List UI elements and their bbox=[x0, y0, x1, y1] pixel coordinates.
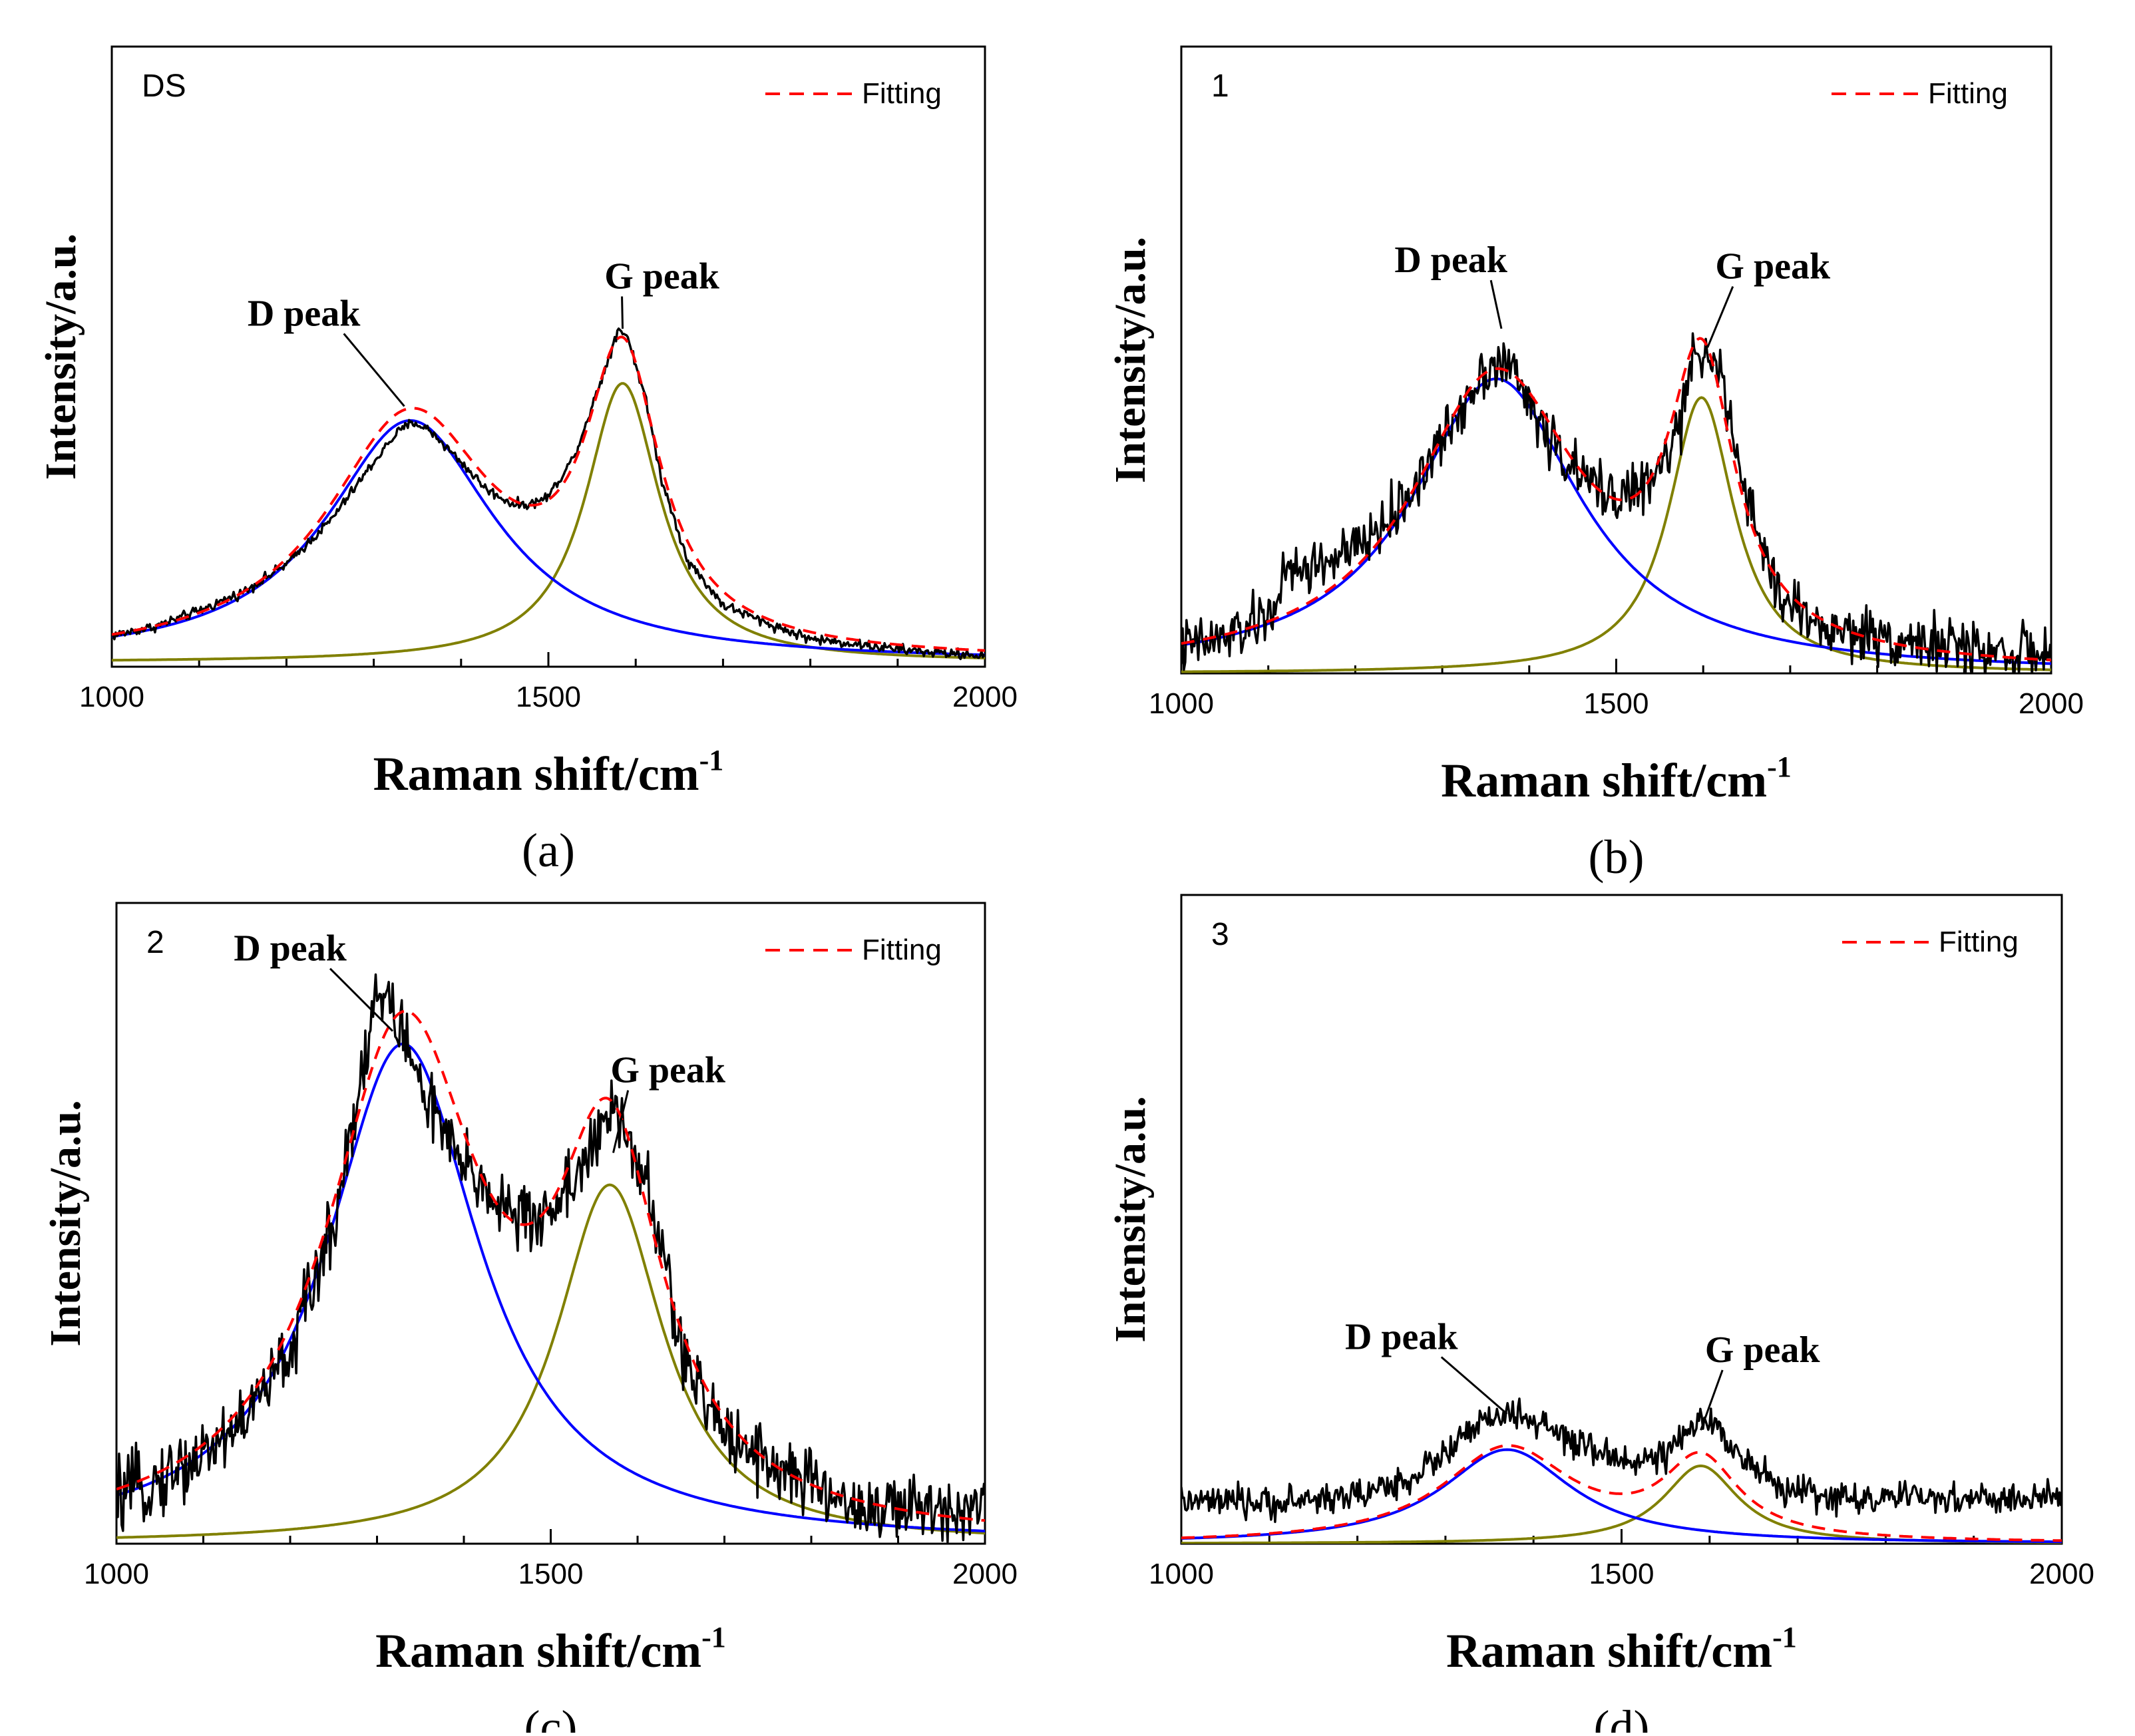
peak-annotation-leader bbox=[612, 1090, 630, 1153]
peak-annotation-leader bbox=[329, 967, 394, 1032]
fitting-line bbox=[1181, 1444, 2062, 1542]
peak-annotation-label: D peak bbox=[234, 928, 347, 969]
x-tick-label: 1500 bbox=[1584, 687, 1649, 720]
series-area bbox=[112, 327, 985, 662]
g-component-line bbox=[1181, 396, 2051, 673]
peak-annotation-leader bbox=[343, 333, 405, 407]
x-axis-label: Raman shift/cm-1 bbox=[1441, 751, 1792, 807]
x-tick-label: 1000 bbox=[1149, 687, 1214, 720]
x-axis-label: Raman shift/cm-1 bbox=[1446, 1621, 1797, 1677]
peak-annotation-leader bbox=[1706, 285, 1734, 348]
panel-label: (c) bbox=[524, 1701, 578, 1733]
x-tick-label: 1500 bbox=[1589, 1558, 1654, 1590]
peak-annotation-label: G peak bbox=[1715, 246, 1831, 287]
chart-panel-2: 1000 1500 2000 Raman shift/cm-1 Intensity/a.… bbox=[1106, 45, 2084, 884]
fitting-line bbox=[116, 1009, 985, 1522]
measured-spectrum-line bbox=[1181, 332, 2051, 673]
x-tick-label: 1000 bbox=[1149, 1558, 1214, 1590]
x-tick-label: 1000 bbox=[84, 1558, 149, 1590]
peak-annotation-label: G peak bbox=[604, 256, 720, 297]
measured-spectrum-line bbox=[1181, 1397, 2062, 1523]
peak-annotation-leader bbox=[1700, 1369, 1724, 1431]
series-area bbox=[1181, 332, 2051, 673]
x-tick-label: 1500 bbox=[518, 1558, 584, 1590]
sample-label: DS bbox=[142, 69, 186, 104]
legend-entry-fitting: Fitting bbox=[1928, 77, 2008, 110]
x-axis-label: Raman shift/cm-1 bbox=[373, 744, 724, 800]
peak-annotation-label: D peak bbox=[1394, 240, 1507, 281]
legend-entry-fitting: Fitting bbox=[862, 934, 942, 966]
sample-label: 2 bbox=[146, 925, 164, 960]
chart-panel-1: 1000 1500 2000 Raman shift/cm-1 Intensity/a.… bbox=[37, 45, 1018, 877]
d-component-line bbox=[1181, 377, 2051, 665]
series-area bbox=[1181, 1397, 2062, 1544]
y-axis-label: Intensity/a.u. bbox=[37, 234, 85, 480]
peak-annotation-label: G peak bbox=[610, 1050, 726, 1091]
fitting-line bbox=[1181, 337, 2051, 661]
peak-annotation-label: D peak bbox=[1345, 1317, 1458, 1358]
fitting-line bbox=[112, 335, 985, 652]
y-axis-label: Intensity/a.u. bbox=[41, 1100, 90, 1346]
measured-spectrum-line bbox=[116, 973, 985, 1544]
x-tick-label: 1000 bbox=[79, 681, 144, 713]
series-area bbox=[116, 973, 985, 1544]
y-axis-label: Intensity/a.u. bbox=[1106, 237, 1155, 483]
g-component-line bbox=[116, 1183, 985, 1539]
panel-label: (a) bbox=[522, 824, 575, 877]
chart-panel-4: 1000 1500 2000 Raman shift/cm-1 Intensity/a.… bbox=[1106, 894, 2094, 1736]
panel-label: (b) bbox=[1589, 830, 1645, 884]
x-tick-label: 2000 bbox=[952, 1558, 1018, 1590]
x-tick-label: 1500 bbox=[516, 681, 581, 713]
peak-annotation-leader bbox=[1489, 279, 1503, 329]
g-component-line bbox=[112, 382, 985, 662]
peak-annotation-label: D peak bbox=[248, 293, 361, 334]
sample-label: 1 bbox=[1211, 69, 1229, 104]
sample-label: 3 bbox=[1211, 917, 1229, 952]
panel-label: (d) bbox=[1594, 1701, 1650, 1733]
x-tick-label: 2000 bbox=[2029, 1558, 2094, 1590]
y-axis-label: Intensity/a.u. bbox=[1106, 1096, 1155, 1342]
d-component-line bbox=[1181, 1448, 2062, 1544]
peak-annotation-leader bbox=[621, 296, 624, 329]
legend-entry-fitting: Fitting bbox=[862, 77, 942, 110]
x-axis-label: Raman shift/cm-1 bbox=[375, 1621, 726, 1677]
measured-spectrum-line bbox=[112, 327, 985, 661]
chart-panel-3: 1000 1500 2000 Raman shift/cm-1 Intensity/a.… bbox=[41, 902, 1018, 1736]
peak-annotation-leader bbox=[1440, 1356, 1508, 1415]
peak-annotation-label: G peak bbox=[1705, 1329, 1821, 1371]
x-tick-label: 2000 bbox=[952, 681, 1018, 713]
legend-entry-fitting: Fitting bbox=[1939, 926, 2019, 958]
x-tick-label: 2000 bbox=[2019, 687, 2084, 720]
